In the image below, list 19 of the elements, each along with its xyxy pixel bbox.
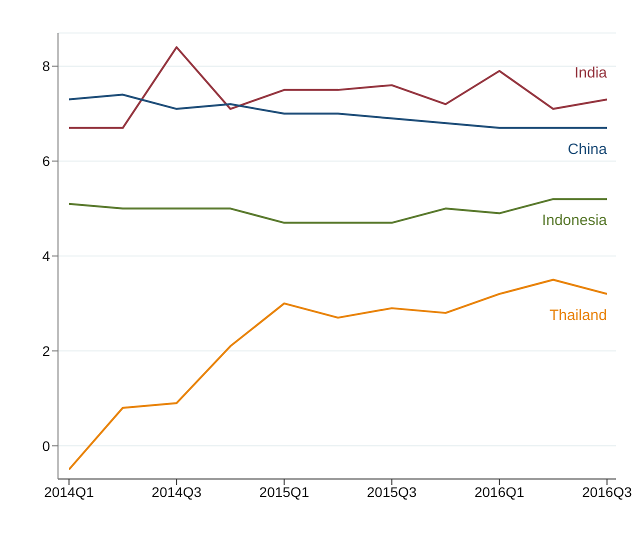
y-tick-label: 4 [42,248,50,264]
line-series [69,94,607,129]
series-label: India [574,64,608,82]
line-series [69,198,607,224]
x-tick-label: 2016Q1 [474,484,525,500]
series-label: China [568,140,608,158]
x-tick-label: 2014Q1 [44,484,94,500]
y-tick-label: 0 [42,438,50,454]
x-tick-label: 2014Q3 [152,484,202,500]
x-tick-label: 2015Q1 [259,484,310,500]
y-tick-label: 8 [42,58,50,74]
series-label: Indonesia [542,212,608,230]
series-label: Thailand [549,306,607,324]
y-tick-label: 6 [42,153,50,170]
line-series [69,278,607,471]
y-tick-label: 2 [42,342,50,359]
x-tick-label: 2015Q3 [366,484,417,500]
x-tick-label: 2016Q3 [582,484,632,500]
line-series [69,46,607,129]
